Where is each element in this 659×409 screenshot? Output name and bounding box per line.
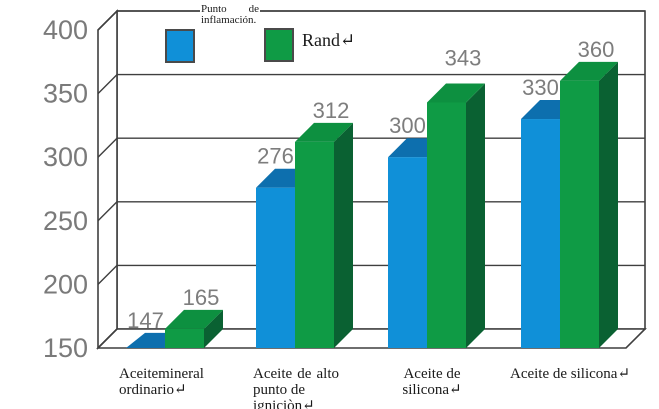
category-label-line: punto de igniciòn↵ (253, 382, 339, 409)
category-label-group4: Aceite de silicona↵ (504, 366, 636, 382)
bar-front-face (165, 328, 204, 348)
value-label-inflamacion-group4: 330 (522, 75, 559, 100)
y-tick-mark-400 (97, 10, 118, 31)
bar-top-face (295, 122, 353, 142)
bar-rand-group1 (165, 309, 223, 348)
bar-front-face (521, 119, 560, 348)
category-word: mineral (158, 366, 204, 382)
bar-front-face (560, 80, 599, 348)
category-word: alto (316, 366, 340, 382)
y-tick-label-200: 200 (43, 269, 88, 299)
bar-top-face (165, 309, 223, 329)
legend-label-rand: Rand↵ (302, 30, 356, 50)
category-word: punto de igniciòn↵ (253, 382, 315, 409)
value-label-inflamacion-group3: 300 (389, 113, 426, 138)
category-word: Aceite (253, 366, 293, 382)
y-tick-mark-300 (97, 137, 118, 158)
chart-left-wall (97, 9, 118, 350)
bar-rand-group4 (560, 61, 618, 348)
legend-swatch-rand (264, 28, 294, 62)
category-word: silicona↵ (402, 382, 462, 398)
bar-top-face (560, 61, 618, 81)
legend-word: Punto (201, 3, 227, 15)
bar-front-face (427, 102, 466, 348)
y-tick-mark-350 (97, 74, 118, 95)
legend-swatch-punto-de-inflamacion (165, 29, 195, 63)
category-word: ordinario↵ (119, 382, 187, 398)
bar-side-face (204, 309, 223, 348)
y-tick-mark-250 (97, 201, 118, 222)
legend-word: de (248, 3, 259, 15)
category-label-line: Aceite de (398, 366, 466, 382)
value-label-rand-group1: 165 (183, 285, 220, 310)
legend-label-line1: Punto de (201, 4, 259, 15)
y-tick-mark-200 (97, 264, 118, 285)
y-tick-label-300: 300 (43, 142, 88, 172)
category-label-group1: Aceite mineral ordinario↵ (119, 366, 204, 398)
legend-label-line2: inflamación. (201, 14, 257, 26)
y-tick-label-250: 250 (43, 206, 88, 236)
value-label-rand-group3: 343 (445, 46, 482, 71)
category-label-group3: Aceite de silicona↵ (398, 366, 466, 398)
bar-front-face (388, 157, 427, 348)
category-label-line: Aceite de alto (253, 366, 339, 382)
bar-side-face (334, 122, 353, 348)
category-word: Aceite (119, 366, 159, 382)
y-tick-label-400: 400 (43, 15, 88, 45)
y-tick-label-150: 150 (43, 333, 88, 363)
category-label-line: Aceite mineral (119, 366, 204, 382)
y-tick-label-350: 350 (43, 79, 88, 109)
category-label-line: Aceite de silicona↵ (504, 366, 636, 382)
bar-front-face (295, 141, 334, 348)
category-label-line: ordinario↵ (119, 382, 197, 398)
y-tick-mark-150 (97, 328, 118, 349)
category-word: de (297, 366, 312, 382)
value-label-inflamacion-group2: 276 (257, 144, 294, 169)
bar-top-face (427, 83, 485, 103)
value-label-rand-group4: 360 (578, 37, 615, 62)
value-label-rand-group2: 312 (313, 98, 350, 123)
bar-rand-group3 (427, 83, 485, 348)
value-label-inflamacion-group1: 147 (127, 308, 164, 333)
bar-side-face (599, 61, 618, 348)
category-label-group2: Aceite de alto punto de igniciòn↵ (253, 366, 339, 409)
legend-label-punto-de-inflamacion: Punto de inflamación. (200, 3, 260, 28)
bar-front-face (256, 187, 295, 348)
category-word: Aceite de silicona↵ (509, 366, 631, 382)
bar-side-face (466, 83, 485, 348)
category-label-line: silicona↵ (398, 382, 466, 398)
bar-rand-group2 (295, 122, 353, 348)
category-word: Aceite de (403, 366, 461, 382)
